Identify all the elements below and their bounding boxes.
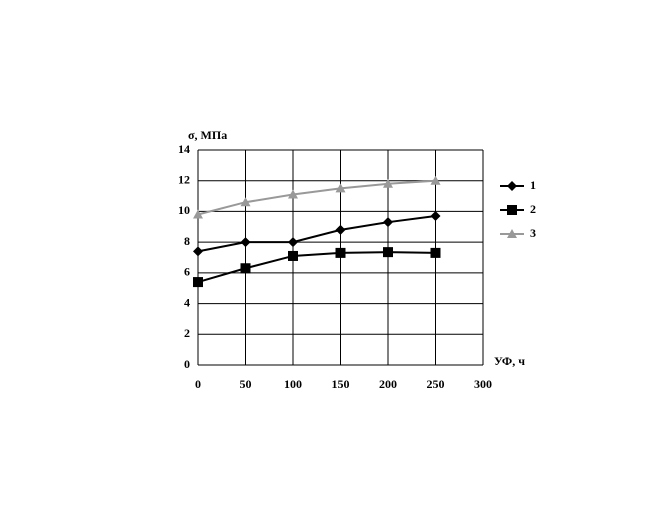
y-tick-label: 14 bbox=[178, 142, 190, 156]
x-tick-label: 100 bbox=[284, 377, 302, 391]
x-axis-label: УФ, ч bbox=[494, 354, 525, 368]
x-tick-label: 0 bbox=[195, 377, 201, 391]
y-axis-label: σ, МПа bbox=[188, 128, 227, 142]
marker bbox=[335, 224, 346, 235]
marker bbox=[288, 189, 298, 199]
marker bbox=[430, 247, 441, 258]
x-tick-label: 200 bbox=[379, 377, 397, 391]
series-line bbox=[197, 251, 436, 284]
x-tick-label: 300 bbox=[474, 377, 492, 391]
marker bbox=[335, 183, 346, 193]
marker bbox=[193, 277, 203, 288]
marker bbox=[288, 237, 298, 248]
marker bbox=[240, 237, 251, 248]
legend-label: 1 bbox=[530, 178, 536, 192]
series-line bbox=[197, 215, 436, 253]
y-tick-label: 0 bbox=[184, 357, 190, 371]
marker bbox=[335, 247, 346, 258]
legend-marker bbox=[507, 229, 517, 238]
y-tick-label: 10 bbox=[178, 203, 190, 217]
series-line bbox=[197, 179, 436, 216]
y-tick-label: 2 bbox=[184, 326, 190, 340]
marker bbox=[193, 246, 203, 257]
marker bbox=[288, 250, 298, 261]
x-tick-label: 150 bbox=[332, 377, 350, 391]
legend-marker bbox=[507, 181, 517, 191]
marker bbox=[383, 178, 393, 188]
marker bbox=[430, 211, 441, 222]
marker bbox=[383, 247, 393, 258]
legend-label: 2 bbox=[530, 202, 536, 216]
x-tick-label: 50 bbox=[240, 377, 252, 391]
y-tick-label: 4 bbox=[184, 295, 190, 309]
marker bbox=[240, 197, 251, 207]
marker bbox=[240, 263, 251, 274]
y-tick-label: 12 bbox=[178, 172, 190, 186]
legend-label: 3 bbox=[530, 226, 536, 240]
y-tick-label: 6 bbox=[184, 265, 190, 279]
marker bbox=[193, 209, 203, 219]
y-tick-label: 8 bbox=[184, 234, 190, 248]
legend-marker bbox=[507, 205, 517, 215]
marker bbox=[383, 217, 393, 228]
marker bbox=[430, 175, 441, 185]
x-tick-label: 250 bbox=[427, 377, 445, 391]
